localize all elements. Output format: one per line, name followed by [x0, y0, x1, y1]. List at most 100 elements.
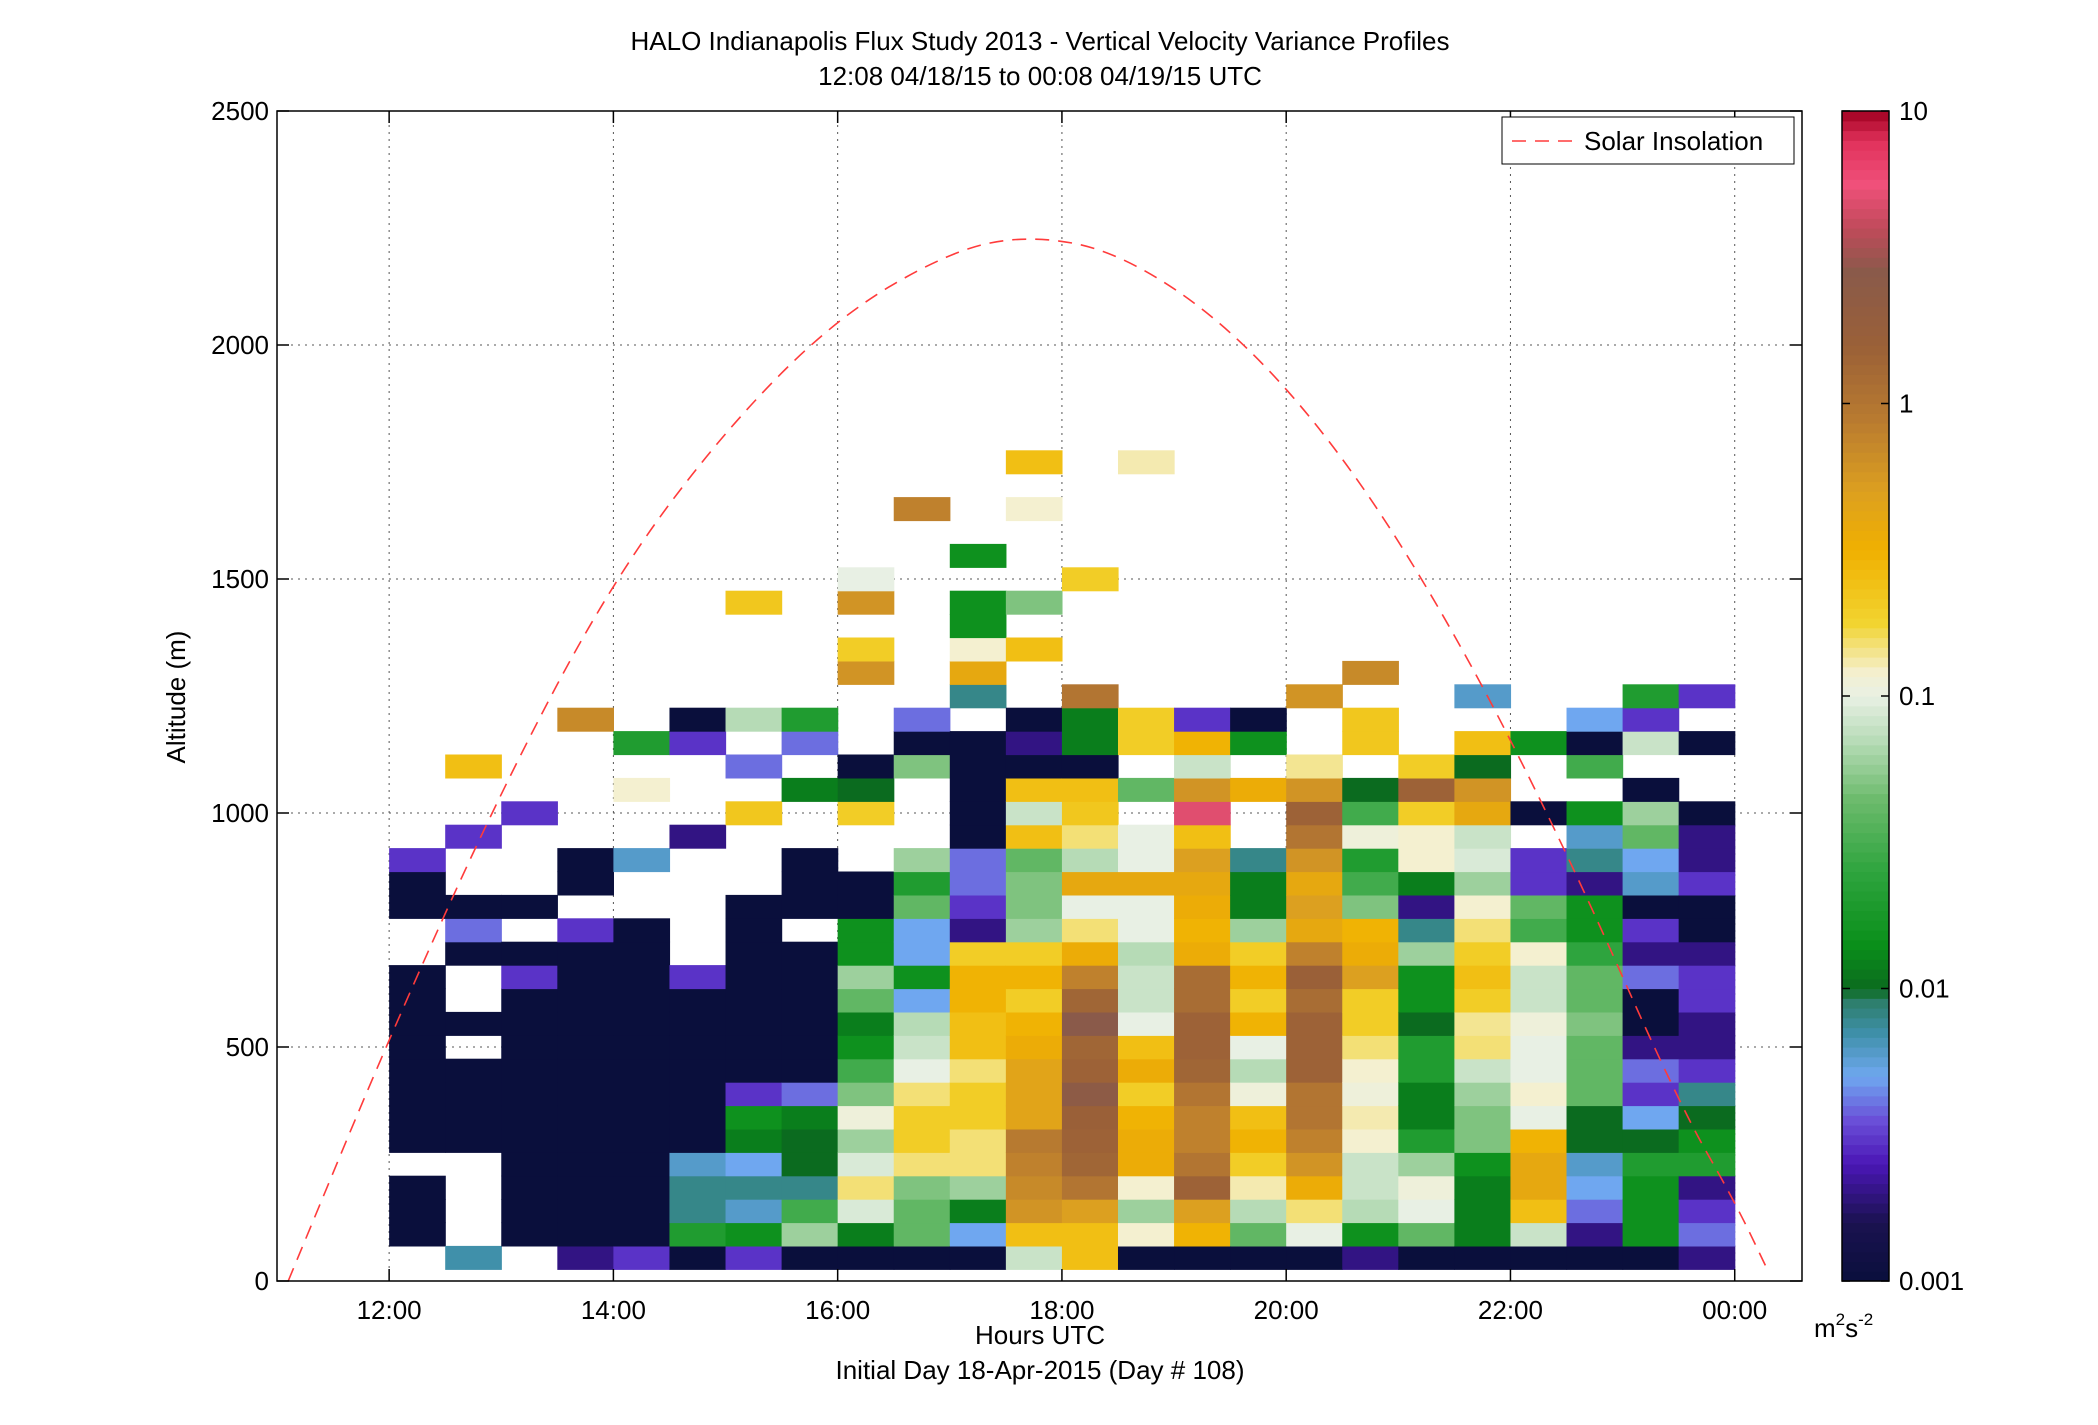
heatmap-cell — [557, 1035, 614, 1060]
heatmap-cell — [1286, 754, 1343, 779]
colorbar-segment — [1842, 1056, 1889, 1068]
heatmap-cell — [781, 1058, 839, 1083]
heatmap-cell — [1398, 918, 1455, 943]
heatmap-cell — [1174, 871, 1231, 896]
heatmap-cell — [949, 637, 1007, 662]
heatmap-cell — [893, 1082, 951, 1107]
heatmap-cell — [557, 1222, 614, 1247]
colorbar-segment — [1842, 978, 1889, 990]
colorbar-tick-label: 1 — [1899, 389, 1913, 419]
heatmap-cell — [1510, 894, 1568, 919]
heatmap-cell — [781, 871, 839, 896]
colorbar-segment — [1842, 237, 1889, 249]
heatmap-cell — [1061, 1199, 1119, 1224]
heatmap-cell — [1342, 1082, 1399, 1107]
heatmap-cell — [1454, 731, 1512, 756]
heatmap-cell — [669, 1222, 727, 1247]
heatmap-cell — [893, 1035, 951, 1060]
colorbar-segment — [1842, 637, 1889, 648]
colorbar-segment — [1842, 481, 1889, 492]
colorbar-segment — [1842, 169, 1889, 180]
heatmap-cell — [1061, 1105, 1119, 1130]
heatmap-cell — [781, 1105, 839, 1130]
colorbar-segment — [1842, 413, 1889, 424]
heatmap-cell — [893, 918, 951, 943]
heatmap-cell — [1454, 801, 1512, 826]
heatmap-cell — [949, 824, 1007, 849]
heatmap-cell — [1510, 918, 1568, 943]
colorbar-segment — [1842, 335, 1889, 346]
heatmap-cell — [669, 731, 727, 756]
colorbar-segment — [1842, 354, 1889, 366]
heatmap-cell — [1678, 1245, 1736, 1270]
colorbar-segment — [1842, 910, 1889, 921]
heatmap-cell — [613, 1245, 671, 1270]
heatmap-cell — [725, 1128, 783, 1153]
heatmap-cell — [1622, 1105, 1680, 1130]
heatmap-cell — [1174, 918, 1231, 943]
heatmap-cell — [725, 754, 783, 779]
heatmap-cell — [1286, 824, 1343, 849]
heatmap-cell — [445, 754, 502, 779]
heatmap-cell — [781, 1035, 839, 1060]
heatmap-cell — [1174, 1175, 1231, 1200]
heatmap-cell — [1454, 894, 1512, 919]
heatmap-cell — [1622, 1058, 1680, 1083]
heatmap-cell — [501, 1035, 558, 1060]
heatmap-cell — [725, 1058, 783, 1083]
colorbar-segment — [1842, 832, 1889, 843]
heatmap-cell — [1005, 1035, 1063, 1060]
heatmap-cell — [613, 1128, 671, 1153]
colorbar-segment — [1842, 1154, 1889, 1165]
colorbar-segment — [1842, 296, 1889, 307]
heatmap-cell — [1174, 1105, 1231, 1130]
heatmap-cells — [389, 450, 1736, 1270]
heatmap-cell — [1454, 1082, 1512, 1107]
heatmap-cell — [1061, 988, 1119, 1013]
heatmap-cell — [725, 1222, 783, 1247]
heatmap-cell — [1622, 1152, 1680, 1177]
heatmap-cell — [669, 1128, 727, 1153]
heatmap-cell — [1342, 1011, 1399, 1036]
heatmap-cell — [837, 801, 895, 826]
heatmap-cell — [557, 1058, 614, 1083]
heatmap-cell — [1286, 965, 1343, 990]
heatmap-cell — [1398, 988, 1455, 1013]
heatmap-cell — [1510, 1082, 1568, 1107]
heatmap-cell — [893, 894, 951, 919]
heatmap-cell — [1117, 824, 1175, 849]
heatmap-cell — [725, 1245, 783, 1270]
heatmap-cell — [1566, 801, 1624, 826]
colorbar-segment — [1842, 647, 1889, 658]
heatmap-cell — [1117, 1105, 1175, 1130]
colorbar-segment — [1842, 1173, 1889, 1185]
heatmap-cell — [613, 731, 671, 756]
colorbar-tick-label: 0.01 — [1899, 974, 1950, 1004]
colorbar-segment — [1842, 900, 1889, 912]
heatmap-cell — [1510, 801, 1568, 826]
heatmap-cell — [669, 1035, 727, 1060]
heatmap-cell — [1566, 731, 1624, 756]
heatmap-cell — [445, 1011, 502, 1036]
heatmap-cell — [389, 988, 446, 1013]
heatmap-cell — [1005, 1175, 1063, 1200]
colorbar-segment — [1842, 501, 1889, 512]
heatmap-cell — [1005, 1128, 1063, 1153]
colorbar-segment — [1842, 618, 1889, 629]
heatmap-cell — [1510, 1245, 1568, 1270]
colorbar-segment — [1842, 627, 1889, 639]
heatmap-cell — [1566, 754, 1624, 779]
heatmap-cell — [1342, 1175, 1399, 1200]
heatmap-cell — [1117, 777, 1175, 802]
colorbar-segment — [1842, 988, 1889, 999]
heatmap-cell — [501, 1082, 558, 1107]
colorbar-segment — [1842, 540, 1889, 551]
heatmap-cell — [949, 1105, 1007, 1130]
heatmap-cell — [613, 1175, 671, 1200]
heatmap-cell — [837, 1199, 895, 1224]
colorbar-segment — [1842, 423, 1889, 434]
heatmap-cell — [1510, 1058, 1568, 1083]
heatmap-cell — [1286, 1105, 1343, 1130]
heatmap-cell — [1005, 1082, 1063, 1107]
heatmap-cell — [1286, 1199, 1343, 1224]
